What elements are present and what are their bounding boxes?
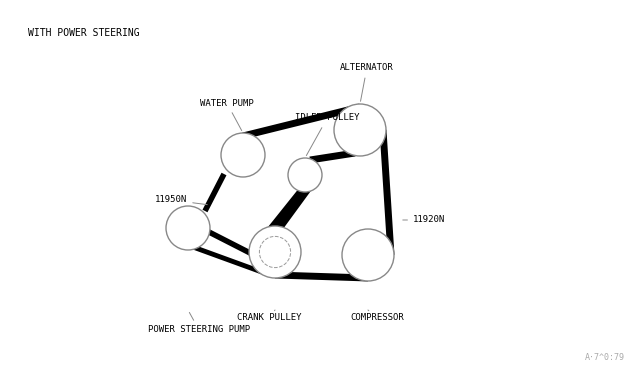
Circle shape — [166, 206, 210, 250]
Text: ALTERNATOR: ALTERNATOR — [340, 64, 394, 101]
Text: A·7^0:79: A·7^0:79 — [585, 353, 625, 362]
Text: 11920N: 11920N — [403, 215, 445, 224]
Text: CRANK PULLEY: CRANK PULLEY — [237, 310, 301, 323]
Circle shape — [334, 104, 386, 156]
Text: COMPRESSOR: COMPRESSOR — [350, 310, 404, 323]
Text: WITH POWER STEERING: WITH POWER STEERING — [28, 28, 140, 38]
Text: POWER STEERING PUMP: POWER STEERING PUMP — [148, 312, 250, 334]
Circle shape — [288, 158, 322, 192]
Text: 11950N: 11950N — [155, 196, 207, 205]
Circle shape — [249, 226, 301, 278]
Circle shape — [221, 133, 265, 177]
Circle shape — [342, 229, 394, 281]
Text: WATER PUMP: WATER PUMP — [200, 99, 253, 131]
Text: IDLER PULLEY: IDLER PULLEY — [295, 113, 360, 155]
